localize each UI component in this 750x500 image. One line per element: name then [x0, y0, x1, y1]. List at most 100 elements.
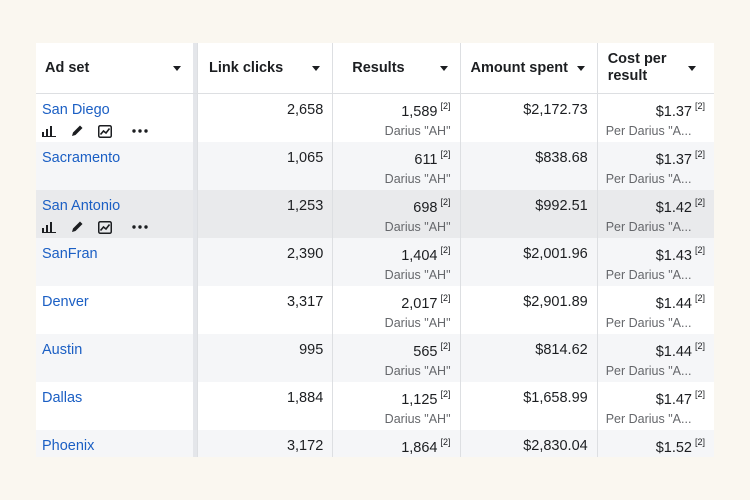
amount-spent-cell: $2,830.04 — [459, 430, 597, 457]
table-row[interactable]: Dallas 1,884 1,125 [2] Darius "AH" $1,658… — [36, 382, 714, 430]
column-header-link-clicks[interactable]: Link clicks — [197, 43, 332, 93]
cost-per-result-value: $1.43 [2] — [655, 245, 706, 264]
line-chart-icon[interactable] — [98, 220, 112, 234]
link-clicks-cell: 995 — [197, 334, 332, 382]
cost-number: $1.37 — [655, 151, 692, 168]
amount-spent-value: $2,001.96 — [523, 246, 588, 262]
cost-number: $1.42 — [655, 199, 692, 216]
cost-per-result-value: $1.37 [2] — [656, 101, 706, 120]
pencil-icon[interactable] — [70, 220, 84, 234]
amount-spent-cell: $2,001.96 — [459, 238, 597, 286]
cost-footnote[interactable]: [2] — [695, 149, 706, 159]
caret-down-icon[interactable] — [173, 65, 182, 71]
results-footnote[interactable]: [2] — [440, 197, 451, 207]
bar-chart-icon[interactable] — [42, 125, 56, 137]
cost-footnote[interactable]: [2] — [695, 197, 706, 207]
results-footnote[interactable]: [2] — [440, 437, 451, 447]
link-clicks-cell: 2,658 — [197, 94, 332, 142]
ad-set-cell: Austin — [36, 334, 198, 382]
cost-footnote[interactable]: [2] — [695, 245, 706, 255]
table-row[interactable]: San Antonio 1,253 698 [2] Darius "AH" $99… — [36, 190, 714, 238]
table-row[interactable]: SanFran 2,390 1,404 [2] Darius "AH" $2,00… — [36, 238, 714, 286]
table-row[interactable]: San Diego 2,658 1,589 [2] Darius "AH" $2,… — [36, 94, 714, 142]
ad-set-cell: Phoenix — [36, 430, 198, 457]
column-header-cost-per-result[interactable]: Cost per result — [596, 43, 714, 93]
bar-chart-icon[interactable] — [42, 221, 56, 233]
pencil-icon[interactable] — [70, 124, 84, 138]
results-value: 1,125 [2] — [401, 389, 451, 408]
cost-footnote[interactable]: [2] — [695, 437, 706, 447]
cost-per-result-value: $1.44 [2] — [655, 293, 706, 312]
table-row[interactable]: Sacramento 1,065 611 [2] Darius "AH" $838… — [36, 142, 714, 190]
link-clicks-value: 995 — [299, 342, 324, 358]
results-footnote[interactable]: [2] — [440, 245, 451, 255]
results-footnote[interactable]: [2] — [440, 341, 451, 351]
ad-set-name-link[interactable]: San Diego — [42, 102, 110, 118]
ad-set-name-link[interactable]: Austin — [42, 342, 83, 358]
more-icon[interactable] — [132, 129, 148, 133]
cost-per-result-cell: $1.37 [2] Per Darius "A... — [596, 94, 714, 142]
cost-footnote[interactable]: [2] — [695, 341, 706, 351]
cost-per-result-type-label: Per Darius "A... — [605, 364, 692, 378]
ad-set-name-link[interactable]: SanFran — [42, 246, 98, 262]
cost-per-result-type-label: Per Darius "A... — [605, 172, 692, 186]
caret-down-icon[interactable] — [576, 65, 585, 71]
ad-set-name-link[interactable]: Phoenix — [42, 438, 95, 454]
line-chart-icon[interactable] — [98, 124, 112, 138]
link-clicks-value: 3,172 — [286, 438, 324, 454]
amount-spent-value: $2,830.04 — [523, 438, 588, 454]
results-type-label: Darius "AH" — [384, 124, 451, 138]
cost-footnote[interactable]: [2] — [695, 293, 706, 303]
results-cell: 2,017 [2] Darius "AH" — [332, 286, 459, 334]
ad-set-cell: Dallas — [36, 382, 198, 430]
results-footnote[interactable]: [2] — [440, 389, 451, 399]
cost-number: $1.44 — [655, 343, 692, 360]
ad-set-name-link[interactable]: Sacramento — [42, 150, 121, 166]
ad-set-cell: SanFran — [36, 238, 198, 286]
table-row[interactable]: Phoenix 3,172 1,864 [2] $2,830.04 $1.52 [2… — [36, 430, 714, 457]
ad-set-name-link[interactable]: San Antonio — [42, 198, 121, 214]
column-label: Cost per result — [607, 51, 667, 84]
results-footnote[interactable]: [2] — [440, 101, 451, 111]
cost-per-result-cell: $1.44 [2] Per Darius "A... — [596, 334, 714, 382]
column-header-results[interactable]: Results — [332, 43, 459, 93]
results-footnote[interactable]: [2] — [440, 149, 451, 159]
cost-per-result-type-label: Per Darius "A... — [605, 220, 692, 234]
cost-number: $1.43 — [655, 247, 692, 264]
caret-down-icon[interactable] — [687, 65, 696, 71]
link-clicks-value: 1,884 — [286, 390, 324, 406]
table-row[interactable]: Denver 3,317 2,017 [2] Darius "AH" $2,901… — [36, 286, 714, 334]
cost-number: $1.44 — [655, 295, 692, 312]
cost-per-result-type-label: Per Darius "A... — [605, 412, 692, 426]
ad-sets-table: Ad set Link clicks Results Amount spent … — [36, 43, 714, 457]
results-number: 1,404 — [401, 247, 438, 264]
column-label: Amount spent — [470, 60, 568, 76]
results-footnote[interactable]: [2] — [440, 293, 451, 303]
ad-set-name-link[interactable]: Denver — [42, 294, 89, 310]
table-header: Ad set Link clicks Results Amount spent … — [36, 43, 714, 94]
results-type-label: Darius "AH" — [384, 316, 451, 330]
results-value: 2,017 [2] — [401, 293, 451, 312]
amount-spent-cell: $838.68 — [459, 142, 597, 190]
amount-spent-value: $838.68 — [535, 150, 588, 166]
link-clicks-cell: 3,172 — [197, 430, 332, 457]
results-cell: 1,864 [2] — [332, 430, 459, 457]
table-row[interactable]: Austin 995 565 [2] Darius "AH" $814.62 $1… — [36, 334, 714, 382]
ad-set-cell: San Antonio — [36, 190, 198, 238]
link-clicks-value: 2,658 — [286, 102, 324, 118]
ad-set-name-link[interactable]: Dallas — [42, 390, 83, 406]
more-icon[interactable] — [132, 225, 148, 229]
caret-down-icon[interactable] — [439, 65, 448, 71]
cost-footnote[interactable]: [2] — [695, 101, 706, 111]
column-header-amount-spent[interactable]: Amount spent — [459, 43, 597, 93]
amount-spent-cell: $2,172.73 — [459, 94, 597, 142]
cost-per-result-type-label: Per Darius "A... — [605, 268, 692, 282]
cost-footnote[interactable]: [2] — [695, 389, 706, 399]
row-actions — [42, 124, 162, 138]
row-actions — [42, 220, 162, 234]
results-cell: 1,404 [2] Darius "AH" — [332, 238, 459, 286]
cost-per-result-value: $1.42 [2] — [655, 197, 706, 216]
caret-down-icon[interactable] — [312, 65, 321, 71]
column-header-ad-set[interactable]: Ad set — [36, 43, 198, 93]
link-clicks-cell: 1,065 — [197, 142, 332, 190]
